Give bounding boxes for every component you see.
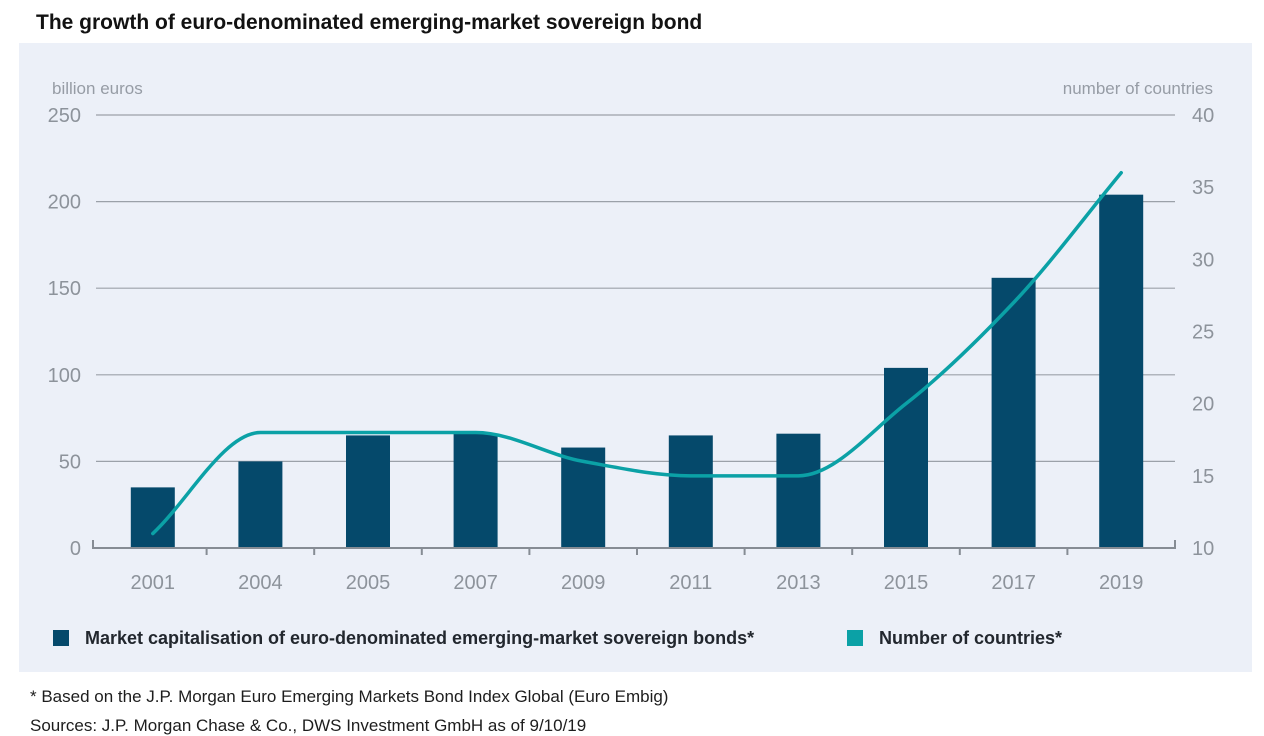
bar-2005 (346, 435, 390, 548)
legend-item-bonds: Market capitalisation of euro-denominate… (53, 627, 754, 649)
left-axis-tick-labels: 0 50 100 150 200 250 (48, 105, 81, 560)
right-tick-15: 15 (1192, 466, 1214, 488)
left-tick-150: 150 (48, 278, 81, 300)
bar-2015 (884, 367, 928, 548)
countries-line (151, 170, 1123, 536)
chart-panel: billion euros number of countries 0 50 100… (19, 43, 1252, 672)
x-label-2015: 2015 (884, 572, 929, 594)
legend-item-countries: Number of countries* (847, 627, 1062, 649)
left-tick-250: 250 (48, 105, 81, 127)
legend-swatch-countries-icon (847, 630, 863, 646)
right-tick-10: 10 (1192, 538, 1214, 560)
bar-2011 (668, 435, 713, 548)
left-axis-title: billion euros (52, 79, 143, 98)
left-tick-100: 100 (48, 365, 81, 387)
x-label-2001: 2001 (131, 572, 176, 594)
right-axis-tick-labels: 10 15 20 25 30 35 40 (1192, 105, 1214, 560)
bar-2013 (776, 433, 821, 548)
x-label-2005: 2005 (346, 572, 391, 594)
x-axis-tick-labels: 2001 2004 2005 2007 2009 2011 2013 2015 2017 2019 (131, 572, 1144, 594)
left-tick-0: 0 (70, 538, 81, 560)
legend-swatch-bonds-icon (53, 630, 69, 646)
x-label-2009: 2009 (561, 572, 606, 594)
x-label-2013: 2013 (776, 572, 821, 594)
x-label-2011: 2011 (669, 572, 712, 594)
bar-2017 (991, 277, 1036, 548)
legend-label-countries: Number of countries* (879, 627, 1063, 648)
legend-label-bonds: Market capitalisation of euro-denominate… (85, 627, 755, 648)
x-axis (92, 540, 1176, 555)
left-tick-200: 200 (48, 192, 81, 214)
left-tick-50: 50 (59, 451, 81, 473)
right-tick-20: 20 (1192, 394, 1214, 416)
bar-2007 (453, 433, 498, 548)
bar-2019 (1099, 194, 1144, 548)
x-label-2017: 2017 (991, 572, 1036, 594)
right-axis-title: number of countries (1063, 79, 1213, 98)
x-label-2007: 2007 (453, 572, 498, 594)
x-axis-line (92, 540, 1176, 549)
right-tick-30: 30 (1192, 249, 1214, 271)
right-tick-35: 35 (1192, 177, 1214, 199)
bar-series (130, 194, 1144, 548)
footnote-index-basis: * Based on the J.P. Morgan Euro Emerging… (30, 687, 669, 706)
right-tick-40: 40 (1192, 105, 1214, 127)
bar-2004 (238, 461, 283, 548)
x-label-2004: 2004 (238, 572, 283, 594)
chart-canvas: billion euros number of countries 050100… (48, 79, 1215, 594)
right-tick-25: 25 (1192, 322, 1214, 344)
footnote-sources: Sources: J.P. Morgan Chase & Co., DWS In… (30, 716, 587, 735)
chart-title: The growth of euro-denominated emerging-… (36, 11, 703, 34)
x-label-2019: 2019 (1099, 572, 1144, 594)
